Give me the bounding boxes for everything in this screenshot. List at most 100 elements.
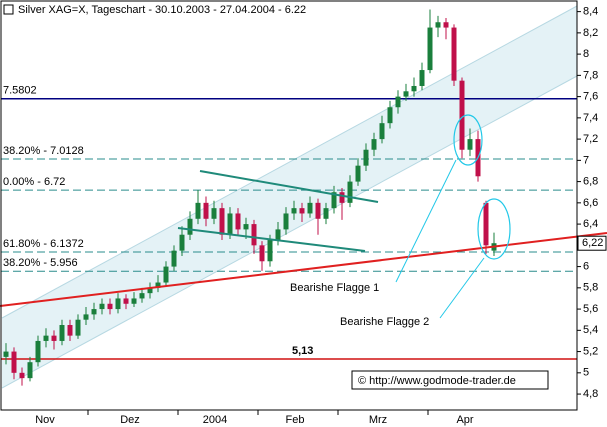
candle-body xyxy=(227,213,233,235)
copyright-box xyxy=(351,370,549,390)
annotation: Bearishe Flagge 2 xyxy=(340,316,429,328)
candle-body xyxy=(3,351,9,357)
y-tick-label: 7,8 xyxy=(583,69,598,81)
y-tick-label: 8 xyxy=(583,48,589,60)
candle-body xyxy=(19,372,25,379)
candle-body xyxy=(291,208,297,214)
candle-body xyxy=(75,319,81,336)
y-tick-label: 7,2 xyxy=(583,133,598,145)
y-tick-label: 5,6 xyxy=(583,303,598,315)
trend-channel xyxy=(2,6,577,388)
x-tick-label: Dez xyxy=(120,414,140,426)
candle-body xyxy=(403,91,409,97)
candle-body xyxy=(459,80,465,150)
candle-body xyxy=(203,202,209,219)
y-tick-label: 7 xyxy=(583,154,589,166)
candle-body xyxy=(339,192,345,203)
last-price-label: 6,22 xyxy=(582,237,603,249)
candle-body xyxy=(443,22,449,28)
candle-body xyxy=(219,208,225,235)
x-tick-label: 2004 xyxy=(203,414,227,426)
pointer-line xyxy=(395,159,457,283)
highlight-ellipse xyxy=(477,198,511,260)
candle-body xyxy=(483,202,489,246)
level-label: 5,13 xyxy=(292,345,313,357)
level-label: 7.5802 xyxy=(3,85,37,97)
plot-frame xyxy=(0,0,578,411)
level-label: 38.20% - 7.0128 xyxy=(3,145,84,157)
channel-edge xyxy=(1,5,578,319)
last-price-box xyxy=(577,235,607,251)
candle-body xyxy=(395,96,401,108)
candle-body xyxy=(419,70,425,86)
candle-body xyxy=(107,303,113,310)
candle-body xyxy=(371,139,377,150)
y-tick-label: 5,4 xyxy=(583,324,598,336)
candle-body xyxy=(467,139,473,150)
flag-line xyxy=(177,227,366,252)
y-tick-label: 5 xyxy=(583,367,589,379)
level-label: 0.00% - 6.72 xyxy=(3,176,65,188)
candle-body xyxy=(283,213,289,230)
candle-body xyxy=(179,234,185,251)
candle-body xyxy=(99,303,105,310)
y-tick-label: 5,2 xyxy=(583,345,598,357)
y-tick-label: 4,8 xyxy=(583,388,598,400)
x-tick-label: Nov xyxy=(35,414,55,426)
candle-body xyxy=(83,314,89,320)
x-tick-label: Apr xyxy=(456,414,473,426)
title-icon xyxy=(3,4,14,15)
candle-body xyxy=(91,309,97,315)
candle-body xyxy=(315,202,321,219)
candle-body xyxy=(299,208,305,214)
candle-body xyxy=(35,340,41,363)
candle-body xyxy=(411,85,417,92)
pointer-line xyxy=(439,257,485,319)
candle-body xyxy=(115,298,121,310)
candle-body xyxy=(323,208,329,219)
candle-body xyxy=(235,213,241,230)
candle-body xyxy=(435,22,441,28)
x-tick-label: Feb xyxy=(286,414,305,426)
candle-body xyxy=(187,218,193,235)
candle-body xyxy=(11,351,17,373)
candle-body xyxy=(331,192,337,209)
level-label: 61.80% - 6.1372 xyxy=(3,238,84,250)
level-label: 38.20% - 5.956 xyxy=(3,257,78,269)
y-tick-label: 6,8 xyxy=(583,176,598,188)
candle-body xyxy=(27,362,33,379)
highlight-ellipse xyxy=(453,114,483,166)
candle-body xyxy=(67,325,73,336)
candle-body xyxy=(259,245,265,262)
candle-body xyxy=(379,123,385,140)
candle-body xyxy=(163,266,169,283)
trend-line xyxy=(0,232,607,307)
candle-body xyxy=(427,27,433,71)
x-tick-label: Mrz xyxy=(369,414,387,426)
y-tick-label: 7,6 xyxy=(583,91,598,103)
flag-line xyxy=(199,170,379,203)
chart-title: Silver XAG=X, Tageschart - 30.10.2003 - … xyxy=(18,4,306,16)
candle-body xyxy=(147,287,153,294)
y-tick-label: 6,6 xyxy=(583,197,598,209)
candle-body xyxy=(171,250,177,267)
annotation: Bearishe Flagge 1 xyxy=(290,282,379,294)
candle-body xyxy=(43,335,49,341)
candle-body xyxy=(275,229,281,241)
candle-body xyxy=(123,298,129,304)
y-tick-label: 8,2 xyxy=(583,27,598,39)
candle-body xyxy=(363,149,369,166)
candle-body xyxy=(451,27,457,81)
candle-body xyxy=(267,240,273,262)
y-tick-label: 6 xyxy=(583,260,589,272)
candle-body xyxy=(355,165,361,182)
channel-edge xyxy=(1,75,578,389)
y-tick-label: 6,4 xyxy=(583,218,598,230)
candle-body xyxy=(243,224,249,230)
candle-body xyxy=(251,224,257,246)
candle-body xyxy=(51,335,57,341)
candle-body xyxy=(131,298,137,304)
y-tick-label: 5,8 xyxy=(583,282,598,294)
copyright: © http://www.godmode-trader.de xyxy=(358,375,516,387)
